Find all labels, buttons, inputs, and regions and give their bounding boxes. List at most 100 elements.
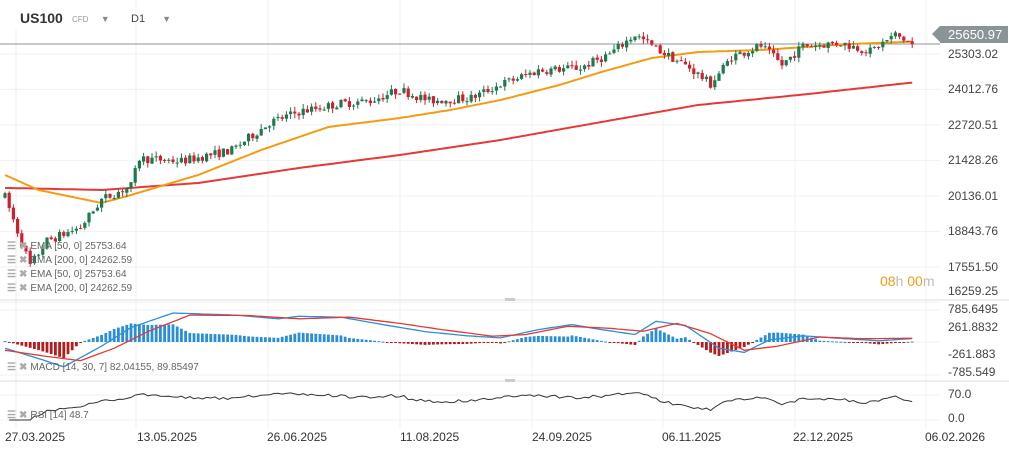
timer-m: m <box>922 273 935 289</box>
macd-histogram-bar <box>667 334 670 342</box>
chevron-down-icon: ▼ <box>162 14 172 24</box>
legend-ema200-2[interactable]: ☰ ✖ EMA [200, 0] 24262.59 <box>7 283 132 295</box>
macd-histogram-bar <box>894 342 897 343</box>
legend-rsi[interactable]: ☰ ✖ RSI [14] 48.7 <box>7 410 89 422</box>
macd-histogram-bar <box>381 341 385 343</box>
macd-histogram-bar <box>377 341 381 343</box>
macd-histogram-bar <box>108 330 112 342</box>
macd-histogram-bar <box>591 339 595 342</box>
candle-body <box>83 222 87 228</box>
candle-body <box>137 160 141 169</box>
candle-body <box>868 47 872 54</box>
candle-body <box>507 78 511 80</box>
macd-histogram-bar <box>759 337 763 342</box>
macd-histogram-bar <box>150 324 154 342</box>
settings-icon[interactable]: ☰ <box>7 255 16 266</box>
candle-body <box>116 191 120 198</box>
close-icon[interactable]: ✖ <box>18 255 28 266</box>
macd-histogram-bar <box>62 342 66 359</box>
date-label: 27.03.2025 <box>5 430 66 444</box>
candle-body <box>301 108 305 116</box>
macd-histogram-bar <box>335 335 339 342</box>
date-label: 22.12.2025 <box>793 430 854 444</box>
candle-body <box>171 159 175 163</box>
macd-histogram-bar <box>633 342 637 345</box>
close-icon[interactable]: ✖ <box>18 241 28 252</box>
candle-body <box>675 60 679 62</box>
macd-histogram-bar <box>37 342 40 351</box>
settings-icon[interactable]: ☰ <box>7 283 16 294</box>
candle-body <box>192 155 196 162</box>
macd-histogram-bar <box>209 333 213 342</box>
timeframe-selector[interactable]: D1 ▼ <box>131 11 171 27</box>
macd-histogram-bar <box>772 332 775 342</box>
close-icon[interactable]: ✖ <box>18 269 28 280</box>
candle-body <box>62 232 66 236</box>
macd-panel <box>3 312 914 368</box>
macd-histogram-bar <box>301 332 305 342</box>
macd-histogram-bar <box>398 342 402 344</box>
candle-body <box>801 43 805 48</box>
macd-histogram-bar <box>717 342 721 356</box>
candle-body <box>37 254 41 256</box>
symbol-label: US100 <box>20 10 63 26</box>
close-icon[interactable]: ✖ <box>18 410 28 421</box>
candle-body <box>142 156 146 162</box>
macd-histogram-bar <box>482 342 486 343</box>
settings-icon[interactable]: ☰ <box>7 362 16 373</box>
candle-body <box>822 45 826 48</box>
candle-body <box>352 105 356 107</box>
macd-histogram-bar <box>285 335 288 342</box>
candle-body <box>452 102 456 104</box>
candle-body <box>549 68 553 75</box>
candle-body <box>515 79 519 81</box>
symbol-selector[interactable]: US100 <box>20 10 63 26</box>
candle-body <box>738 52 742 55</box>
ema50-line <box>4 40 913 205</box>
macd-histogram-bar <box>104 332 108 342</box>
close-icon[interactable]: ✖ <box>18 362 28 373</box>
macd-histogram-bar <box>364 339 368 342</box>
macd-histogram-bar <box>83 340 87 342</box>
macd-histogram-bar <box>24 342 28 347</box>
macd-histogram-bar <box>742 342 746 348</box>
close-icon[interactable]: ✖ <box>18 283 28 294</box>
candle-body <box>32 255 36 264</box>
macd-histogram-bar <box>402 342 406 344</box>
candle-body <box>158 155 162 161</box>
candle-body <box>444 101 448 104</box>
macd-histogram-bar <box>562 336 565 342</box>
macd-histogram-bar <box>138 324 141 342</box>
legend-ema200[interactable]: ☰ ✖ EMA [200, 0] 24262.59 <box>7 255 132 267</box>
candle-body <box>154 156 158 158</box>
settings-icon[interactable]: ☰ <box>7 269 16 280</box>
legend-ema50[interactable]: ☰ ✖ EMA [50, 0] 25753.64 <box>7 241 127 253</box>
candle-body <box>242 141 246 145</box>
macd-histogram-bar <box>713 342 717 355</box>
candle-body <box>364 100 368 102</box>
legend-macd[interactable]: ☰ ✖ MACD [14, 30, 7] 82.04155, 89.85497 <box>7 362 199 374</box>
price-axis-label: 21428.26 <box>948 153 999 168</box>
legend-ema50-2[interactable]: ☰ ✖ EMA [50, 0] 25753.64 <box>7 269 127 281</box>
macd-histogram-bar <box>100 334 103 342</box>
candle-body <box>347 101 351 107</box>
macd-histogram-bar <box>709 342 712 353</box>
candles <box>3 30 914 267</box>
candle-body <box>146 156 150 164</box>
candle-body <box>205 153 209 162</box>
candle-body <box>394 88 398 95</box>
chevron-down-icon[interactable]: ▼ <box>100 14 110 24</box>
macd-histogram-bar <box>604 341 607 343</box>
settings-icon[interactable]: ☰ <box>7 241 16 252</box>
candle-body <box>583 65 587 70</box>
legend-text: EMA [50, 0] 25753.64 <box>30 241 127 252</box>
candle-body <box>251 133 255 139</box>
macd-histogram-bar <box>276 337 280 342</box>
macd-histogram-bar <box>822 340 826 342</box>
candle-body <box>377 98 381 102</box>
candle-body <box>809 46 813 48</box>
candle-body <box>629 39 633 42</box>
candle-body <box>763 46 767 48</box>
settings-icon[interactable]: ☰ <box>7 410 16 421</box>
